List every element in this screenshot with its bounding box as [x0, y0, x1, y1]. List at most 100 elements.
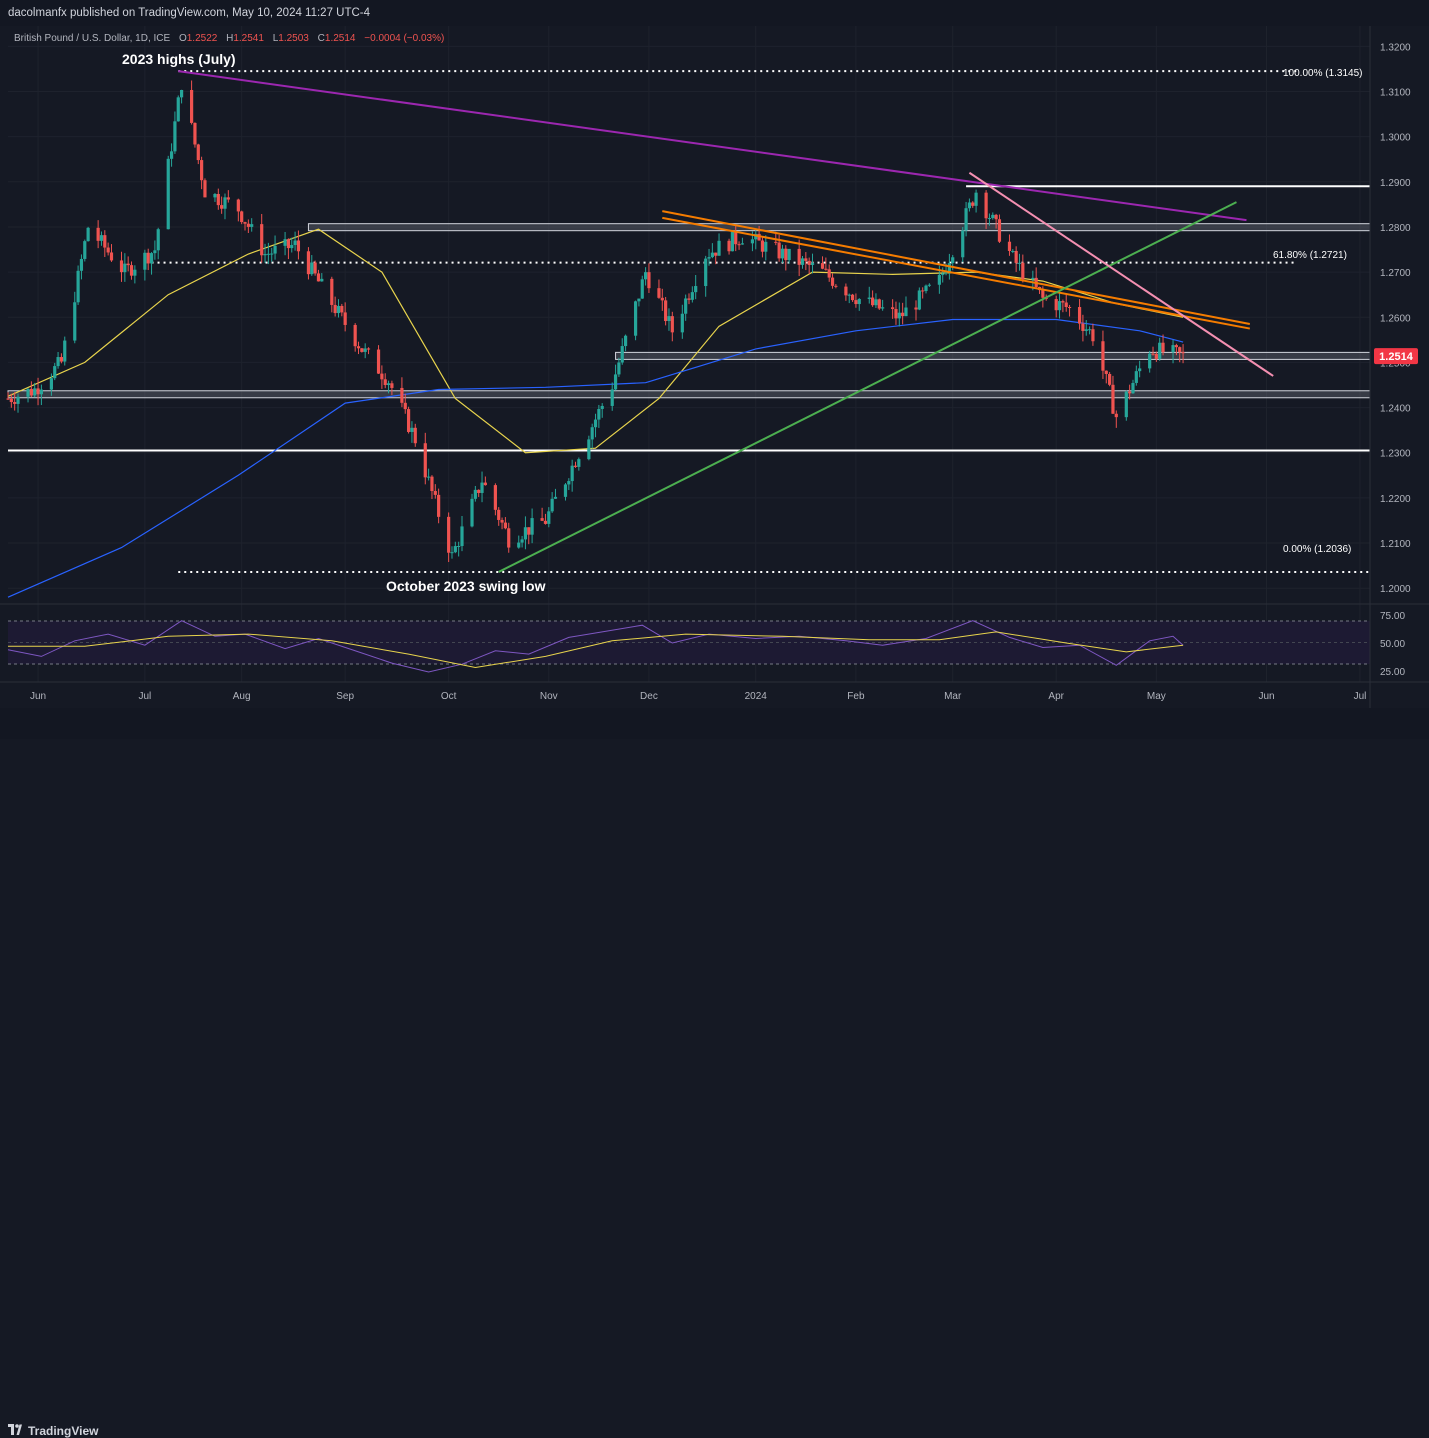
candle-down [246, 223, 250, 227]
candle-down [894, 309, 898, 319]
candle-up [179, 89, 184, 98]
candle-down [353, 324, 357, 347]
tradingview-logo-icon[interactable] [8, 1424, 22, 1435]
candle-up [637, 298, 641, 302]
candle-down [1021, 262, 1025, 280]
candle-down [891, 307, 895, 310]
candle-up [1031, 277, 1035, 280]
gbpusd-chart[interactable]: British Pound / U.S. Dollar, 1D, ICE O1.… [0, 0, 1429, 708]
candle-up [640, 279, 644, 299]
rsi-axis[interactable]: 75.00 50.00 25.00 [1380, 611, 1405, 678]
rsi-line [7, 620, 1184, 673]
time-tick-label: Dec [640, 691, 658, 702]
chart-background [0, 26, 1429, 708]
candle-up [667, 316, 671, 322]
candle-up [593, 419, 598, 428]
candle-down [190, 89, 194, 123]
candle-down [497, 509, 501, 520]
candle-down [1178, 347, 1182, 353]
candle-up [590, 427, 594, 440]
candle-down [714, 252, 718, 256]
price-tick-label: 1.3200 [1380, 42, 1411, 53]
candle-down [660, 297, 664, 301]
candle-down [313, 262, 317, 274]
candle-down [129, 265, 134, 276]
fib-618-label: 61.80% (1.2721) [1273, 250, 1347, 261]
candle-down [1054, 299, 1058, 311]
candle-up [76, 270, 80, 303]
candle-down [834, 285, 838, 287]
candle-up [1017, 262, 1022, 264]
price-tick-label: 1.3100 [1380, 87, 1411, 98]
candle-down [477, 489, 481, 493]
candle-up [644, 272, 648, 280]
symbol-name: British Pound / U.S. Dollar, 1D, ICE [14, 33, 171, 44]
candle-up [263, 254, 267, 256]
candle-down [126, 263, 130, 266]
candle-up [213, 193, 217, 198]
candle-down [997, 219, 1002, 242]
candle-up [857, 299, 861, 305]
candle-down [664, 300, 668, 322]
candle-up [16, 396, 20, 404]
candle-down [146, 252, 150, 264]
time-axis[interactable]: Jun Jul Aug Sep Oct Nov Dec 2024 Feb Mar Apr May Jun… [30, 691, 1366, 702]
candle-down [1174, 345, 1178, 348]
candle-up [754, 233, 758, 240]
candle-down [1128, 391, 1132, 394]
candle-up [470, 498, 474, 527]
price-tick-label: 1.3000 [1380, 133, 1411, 144]
price-axis[interactable]: 1.3200 1.3100 1.3000 1.2900 1.2800 1.2700 1.26… [1380, 42, 1411, 595]
low-label: L [273, 33, 279, 44]
candle-up [427, 476, 431, 478]
candle-up [694, 286, 698, 293]
candle-down [1181, 352, 1185, 354]
time-tick-label: Jun [1258, 691, 1274, 702]
level-zone-1.2800 [307, 223, 1371, 232]
candle-up [874, 299, 878, 306]
candle-up [927, 284, 931, 286]
candle-down [540, 518, 544, 521]
candle-down [343, 312, 347, 325]
candle-down [390, 383, 394, 388]
candle-up [176, 97, 180, 122]
candle-down [1077, 307, 1082, 324]
candle-up [530, 518, 534, 535]
candle-up [523, 527, 528, 540]
candle-down [804, 258, 808, 261]
candle-up [410, 427, 414, 432]
candle-up [947, 263, 951, 273]
candle-down [6, 398, 10, 400]
candle-up [283, 239, 287, 246]
candle-down [493, 485, 497, 510]
fib-0-label: 0.00% (1.2036) [1283, 544, 1351, 555]
candle-down [1061, 301, 1065, 303]
candle-up [567, 481, 571, 485]
candle-up [143, 252, 147, 270]
candle-up [780, 248, 785, 259]
candle-up [386, 383, 391, 386]
candle-down [236, 199, 240, 212]
candle-up [83, 241, 87, 259]
symbol-legend: British Pound / U.S. Dollar, 1D, ICE O1.… [14, 33, 444, 44]
last-price-value: 1.2514 [1379, 351, 1414, 363]
candle-up [53, 366, 57, 379]
change-value: −0.0004 (−0.03%) [364, 33, 444, 44]
candle-down [877, 299, 881, 309]
candle-down [356, 346, 361, 349]
candle-down [1111, 384, 1115, 414]
price-tick-label: 1.2700 [1380, 268, 1411, 279]
time-tick-label: Apr [1048, 691, 1064, 702]
candle-up [600, 405, 604, 409]
time-tick-label: Feb [847, 691, 865, 702]
candle-down [9, 398, 13, 403]
candle-down [797, 248, 801, 265]
candle-down [1007, 241, 1012, 251]
candle-down [59, 357, 64, 362]
candle-down [360, 348, 364, 352]
candle-down [921, 290, 925, 292]
candle-down [193, 122, 197, 145]
candle-up [717, 240, 721, 256]
last-price-badge [1374, 348, 1418, 365]
candle-up [1087, 329, 1092, 331]
